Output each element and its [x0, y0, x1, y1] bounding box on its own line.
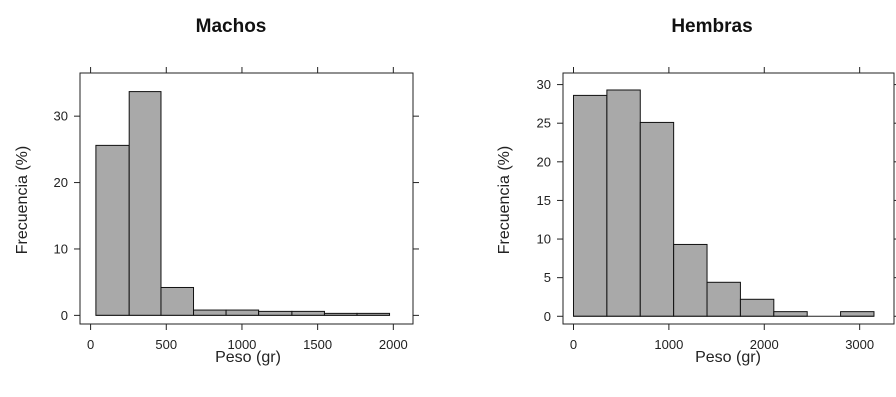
histogram-bar	[673, 243, 708, 317]
x-tick-label: 0	[87, 337, 94, 352]
histogram-bar	[639, 121, 675, 317]
x-tick-label: 3000	[845, 337, 874, 352]
y-tick-label: 25	[537, 116, 551, 131]
x-tick-label: 1500	[303, 337, 332, 352]
x-axis: 0 500 1000 1500 2000	[87, 67, 408, 352]
histogram-bar	[773, 311, 808, 317]
y-axis: 0 5 10 15 20 25 30	[537, 77, 896, 324]
x-tick-label: 1000	[654, 337, 683, 352]
histogram-bar	[706, 281, 741, 317]
plot-frame	[562, 72, 895, 325]
chart-title: Machos	[196, 16, 267, 37]
y-axis: 0 10 20 30	[54, 109, 419, 323]
x-axis-label: Peso (gr)	[695, 349, 761, 366]
histogram-bar	[95, 144, 130, 316]
histogram-bar	[840, 311, 875, 317]
y-tick-label: 20	[54, 175, 68, 190]
histogram-bar	[160, 286, 195, 316]
histogram-bar	[258, 310, 293, 316]
x-tick-label: 2000	[379, 337, 408, 352]
bars	[572, 89, 875, 317]
y-tick-label: 5	[544, 270, 551, 285]
x-axis: 0 1000 2000 3000	[570, 67, 874, 352]
histogram-bar	[572, 94, 608, 317]
histogram-bar	[606, 89, 641, 317]
x-tick-label: 1000	[227, 337, 256, 352]
y-tick-label: 0	[61, 308, 68, 323]
panel-hembras: Hembras 0 1000 2000 3000 0 5 10 15 20 25 30 Peso …	[496, 16, 896, 366]
histogram-bar	[291, 310, 325, 316]
histogram-bar	[739, 298, 775, 317]
y-tick-label: 10	[537, 232, 551, 247]
x-axis-label: Peso (gr)	[215, 349, 281, 366]
plot-frame	[79, 72, 414, 325]
y-tick-label: 30	[537, 77, 551, 92]
x-tick-label: 500	[155, 337, 177, 352]
y-tick-label: 0	[544, 309, 551, 324]
y-tick-label: 10	[54, 241, 68, 256]
histogram-bar	[193, 309, 227, 316]
histogram-bar	[225, 309, 260, 316]
bars	[95, 91, 391, 316]
y-axis-label: Frecuencia (%)	[14, 146, 31, 254]
y-axis-label: Frecuencia (%)	[496, 146, 513, 254]
chart-title: Hembras	[671, 16, 752, 37]
x-tick-label: 2000	[750, 337, 779, 352]
x-tick-label: 0	[570, 337, 577, 352]
panel-machos: Machos 0 500 1000 1500 2000 0 10 20 30 Peso (gr…	[14, 16, 419, 366]
y-tick-label: 15	[537, 193, 551, 208]
histogram-bar	[128, 91, 162, 316]
y-tick-label: 30	[54, 109, 68, 124]
y-tick-label: 20	[537, 154, 551, 169]
